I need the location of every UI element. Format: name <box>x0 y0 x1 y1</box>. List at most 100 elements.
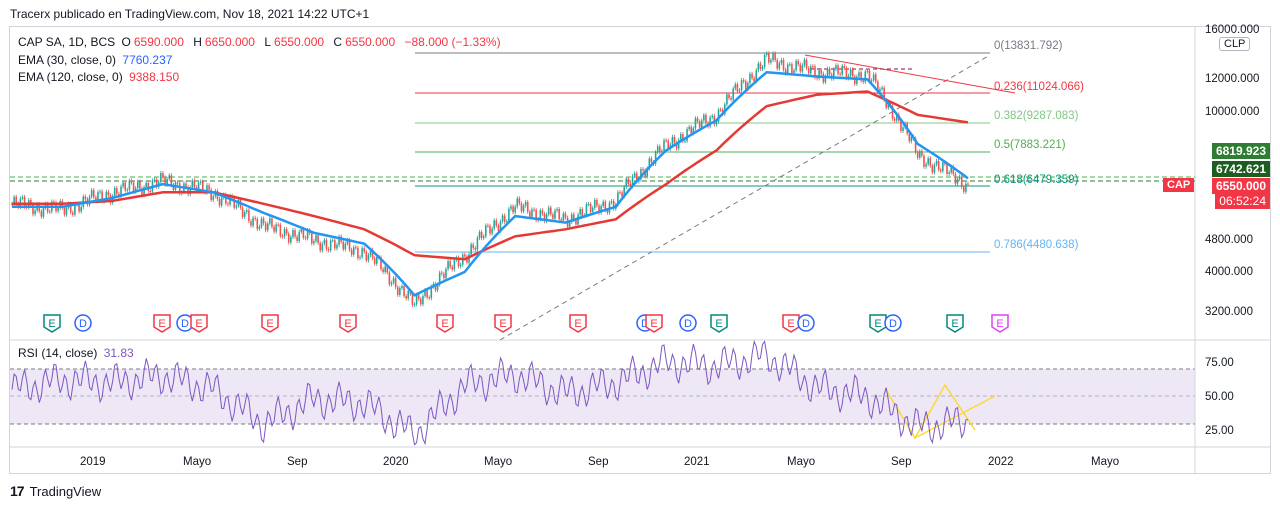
candle-body <box>635 173 638 182</box>
candle-body <box>770 59 772 63</box>
candle-body <box>820 70 823 74</box>
candle-body <box>199 181 202 183</box>
candle-body <box>881 87 883 89</box>
candle-body <box>338 236 340 245</box>
candle-body <box>711 115 714 118</box>
candle-body <box>315 235 317 241</box>
candle-body <box>803 59 806 66</box>
earnings-marker <box>569 314 587 333</box>
tradingview-brand[interactable]: 17 TradingView <box>10 483 101 499</box>
candle-body <box>554 210 556 219</box>
candle-body <box>774 53 776 61</box>
candle-body <box>101 191 103 202</box>
candle-body <box>497 225 500 231</box>
candle-body <box>331 240 334 242</box>
candle-body <box>40 211 43 217</box>
candle-body <box>415 294 418 305</box>
candle-body <box>927 158 929 165</box>
candle-body <box>185 183 187 188</box>
candle-body <box>692 128 695 134</box>
candle-body <box>499 221 502 231</box>
candle-body <box>256 218 259 229</box>
candle-body <box>883 87 885 100</box>
candle-body <box>724 104 726 115</box>
candle-body <box>809 66 812 74</box>
earnings-marker <box>153 314 171 333</box>
candle-body <box>375 257 378 264</box>
candle-body <box>208 185 210 190</box>
candle-body <box>489 225 491 234</box>
fib-label-236: 0.236(11024.066) <box>994 81 1084 93</box>
legend-rsi[interactable]: RSI (14, close) 31.83 <box>18 346 137 360</box>
candle-body <box>342 241 345 250</box>
candle-body <box>403 285 405 297</box>
candle-body <box>42 207 45 217</box>
earnings-marker-label: E <box>158 318 165 330</box>
candle-body <box>740 80 743 91</box>
candle-body <box>149 190 152 192</box>
earnings-marker <box>782 314 800 333</box>
candle-body <box>736 84 739 92</box>
dividend-marker-label: D <box>802 318 810 330</box>
candle-body <box>851 69 854 77</box>
candle-body <box>589 204 592 212</box>
candle-body <box>732 88 734 100</box>
candle-body <box>80 206 82 212</box>
candle-body <box>768 53 770 63</box>
candle-body <box>124 182 127 191</box>
candle-body <box>698 121 701 128</box>
candle-body <box>933 164 936 173</box>
candle-body <box>761 67 764 69</box>
candle-body <box>524 201 527 206</box>
candle-body <box>667 140 670 149</box>
candle-body <box>535 209 537 221</box>
candle-body <box>799 64 802 72</box>
price-tick: 10000.000 <box>1205 106 1259 118</box>
legend-ohlc[interactable]: CAP SA, 1D, BCS O 6590.000 H 6650.000 L 655… <box>18 35 504 49</box>
candle-body <box>262 218 265 224</box>
candle-body <box>206 185 208 193</box>
candle-body <box>436 284 439 291</box>
candle-body <box>914 138 917 153</box>
candle-body <box>856 76 858 84</box>
earnings-marker <box>339 314 357 333</box>
candle-body <box>283 229 286 237</box>
legend-ema120[interactable]: EMA (120, close, 0) 9388.150 <box>18 70 182 84</box>
candle-body <box>573 214 575 221</box>
candle-body <box>705 114 707 123</box>
candle-body <box>384 266 386 273</box>
candle-body <box>90 190 93 197</box>
candle-body <box>329 240 332 251</box>
candle-body <box>63 207 66 215</box>
candle-body <box>757 63 760 71</box>
candle-body <box>30 199 32 205</box>
candle-body <box>744 81 747 90</box>
candle-body <box>742 80 745 82</box>
candle-body <box>292 230 294 238</box>
candle-body <box>694 118 697 129</box>
candle-body <box>357 247 359 259</box>
candle-body <box>65 207 68 215</box>
time-tick: Mayo <box>183 456 211 468</box>
dividend-marker-label: D <box>181 318 189 330</box>
earnings-marker-label: E <box>650 318 657 330</box>
candle-body <box>858 72 860 77</box>
candle-body <box>753 78 755 82</box>
rsi-value: 31.83 <box>103 346 134 360</box>
candle-body <box>533 209 535 211</box>
candle-body <box>960 176 963 188</box>
candle-body <box>958 176 961 179</box>
candle-body <box>424 290 426 296</box>
legend-ema30[interactable]: EMA (30, close, 0) 7760.237 <box>18 53 175 67</box>
candle-body <box>254 217 256 219</box>
candle-body <box>621 192 623 197</box>
candle-body <box>143 187 145 196</box>
currency-tag[interactable]: CLP <box>1219 37 1251 51</box>
candle-body <box>248 210 250 222</box>
candle-body <box>612 201 615 209</box>
price-tick: 4000.000 <box>1205 266 1253 278</box>
earnings-marker-label: E <box>951 318 958 330</box>
legend-low: L 6550.000 <box>264 35 325 49</box>
